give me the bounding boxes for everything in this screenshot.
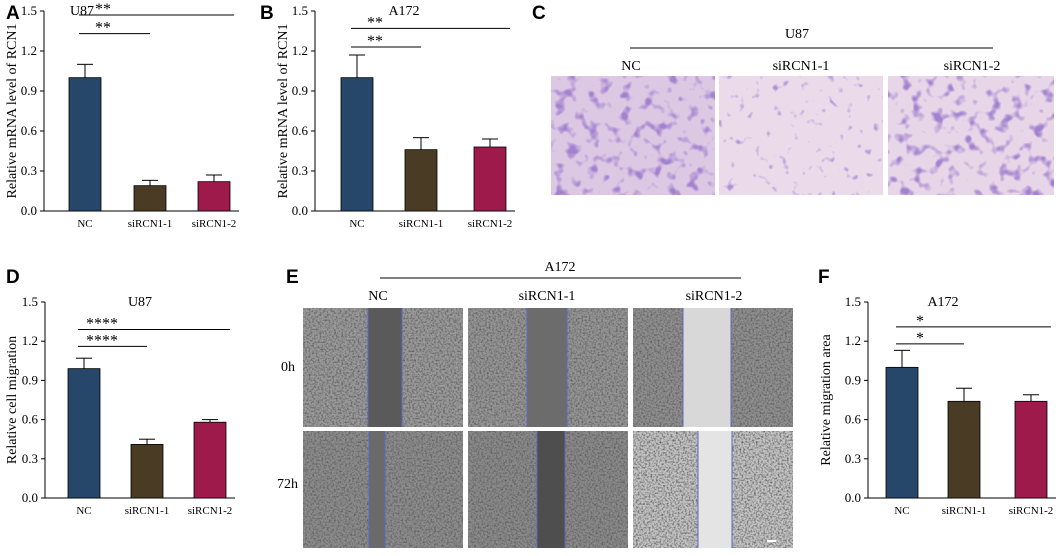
y-tick-label: 1.2 [22,333,38,348]
y-axis-label: Relative mRNA level of RCN1 [5,24,20,199]
bar-sircn1-2 [473,146,507,212]
y-tick-label: 0.9 [292,83,308,98]
bar-nc [67,368,101,499]
panel-letter-f: F [818,267,830,288]
bar-nc [68,77,102,212]
category-label: NC [349,218,364,230]
panel-letter-d: D [6,267,20,288]
y-axis-label: Relative cell migration [5,336,20,464]
y-tick-label: 0.0 [292,203,308,218]
wound-image-sircn1-2-72h [633,431,793,548]
y-tick-label: 0.3 [21,163,37,178]
chart-panel-d: 0.0 0.3 0.6 0.9 1.2 1.5 Relative cell migratio… [5,294,235,517]
category-label: NC [894,505,909,517]
panel-c-label-nc: NC [621,59,640,74]
y-tick-label: 0.6 [845,412,862,427]
category-label: siRCN1-1 [128,218,173,230]
y-tick-label: 1.5 [22,294,38,309]
panel-letter-e: E [286,267,299,288]
panel-e-row-72h: 72h [277,477,298,492]
y-tick-label: 0.3 [845,451,861,466]
panel-e-title: A172 [544,260,575,275]
y-axis-label: Relative mRNA level of RCN1 [276,24,291,199]
panel-c-title: U87 [785,27,809,42]
category-label: siRCN1-1 [125,505,170,517]
y-tick-label: 1.5 [292,3,308,18]
y-tick-label: 1.5 [845,294,861,309]
chart-title: U87 [128,295,152,310]
y-tick-label: 0.3 [22,451,38,466]
y-tick-label: 0.9 [21,83,37,98]
chart-panel-f: 0.0 0.3 0.6 0.9 1.2 1.5 Relative migration are… [819,294,1056,517]
wound-image-nc-72h [303,431,463,548]
panel-c-transwell: U87 NC siRCN1-1 siRCN1-2 [551,27,1054,195]
significance-label: ** [95,1,111,18]
panel-e-label-sircn1-1: siRCN1-1 [519,289,576,304]
panel-e-wound-healing: A172 NC siRCN1-1 siRCN1-2 0h 72h [277,260,793,548]
y-tick-label: 1.2 [21,43,37,58]
wound-image-sircn1-1-0h [468,308,628,427]
significance-label: **** [86,315,118,332]
y-axis-label: Relative migration area [819,334,834,466]
chart-title: A172 [927,295,958,310]
significance-label: ** [95,20,111,37]
bar-sircn1-2 [1014,400,1048,499]
category-label: siRCN1-2 [192,218,237,230]
y-tick-label: 1.2 [292,43,308,58]
significance-label: * [916,313,924,330]
y-tick-label: 0.6 [21,123,38,138]
bar-nc [340,77,374,212]
significance-label: * [916,330,924,347]
category-label: siRCN1-2 [188,505,233,517]
y-tick-label: 1.2 [845,333,861,348]
transwell-image-sircn1-2 [888,76,1054,195]
panel-c-label-sircn1-2: siRCN1-2 [944,59,1001,74]
significance-label: ** [367,33,383,50]
significance-label: **** [86,332,118,349]
category-label: NC [77,218,92,230]
bar-sircn1-1 [947,400,981,499]
y-tick-label: 0.9 [22,372,38,387]
chart-title: A172 [388,4,419,19]
y-tick-label: 0.0 [845,490,861,505]
panel-e-label-sircn1-2: siRCN1-2 [686,289,743,304]
bar-nc [885,366,919,499]
bar-sircn1-2 [193,421,227,499]
panel-e-row-0h: 0h [281,360,295,375]
panel-letter-c: C [532,3,546,24]
category-label: siRCN1-1 [942,505,987,517]
y-tick-label: 0.6 [292,123,309,138]
panel-letter-a: A [6,3,20,24]
y-tick-label: 0.0 [21,203,37,218]
y-tick-label: 1.5 [21,3,37,18]
category-label: siRCN1-1 [399,218,444,230]
category-label: siRCN1-2 [1009,505,1054,517]
wound-image-sircn1-1-72h [468,431,628,548]
chart-title: U87 [70,4,94,19]
panel-letter-b: B [260,3,274,24]
y-tick-label: 0.3 [292,163,308,178]
wound-image-sircn1-2-0h [633,308,793,427]
bar-sircn1-1 [133,185,167,212]
transwell-image-sircn1-1 [719,76,883,195]
bar-sircn1-1 [404,149,438,212]
panel-e-label-nc: NC [368,289,387,304]
y-tick-label: 0.9 [845,372,861,387]
significance-label: ** [367,14,383,31]
panel-c-label-sircn1-1: siRCN1-1 [773,59,830,74]
y-tick-label: 0.6 [22,412,39,427]
bar-sircn1-1 [130,444,164,499]
wound-image-nc-0h [303,308,463,427]
y-tick-label: 0.0 [22,490,38,505]
category-label: NC [76,505,91,517]
bar-sircn1-2 [197,181,231,212]
category-label: siRCN1-2 [468,218,513,230]
transwell-image-nc [551,76,715,195]
